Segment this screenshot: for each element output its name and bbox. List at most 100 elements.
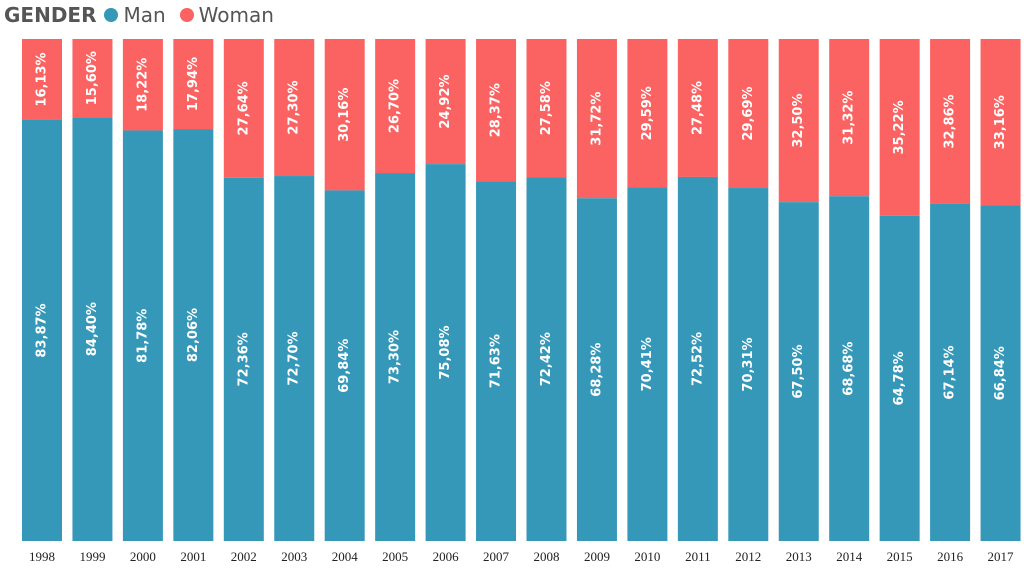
label-man-2004: 69,84% xyxy=(337,339,352,393)
legend-woman-label: Woman xyxy=(198,3,274,27)
bar-man-1998[interactable] xyxy=(22,119,62,542)
label-woman-2005: 26,70% xyxy=(388,79,403,133)
label-woman-2013: 32,50% xyxy=(791,93,806,147)
label-woman-2003: 27,30% xyxy=(287,80,302,134)
label-woman-2016: 32,86% xyxy=(943,94,958,148)
bar-man-2010[interactable] xyxy=(627,187,668,541)
label-woman-2008: 27,58% xyxy=(539,81,554,135)
x-tick-2009: 2009 xyxy=(584,549,610,564)
label-man-2016: 67,14% xyxy=(943,345,958,399)
label-woman-2000: 18,22% xyxy=(135,58,150,112)
legend-item-man[interactable]: Man xyxy=(104,3,166,27)
label-man-2015: 64,78% xyxy=(892,351,907,405)
bar-woman-2007[interactable] xyxy=(476,39,517,182)
x-tick-2002: 2002 xyxy=(231,549,257,564)
bar-woman-1999[interactable] xyxy=(72,39,113,118)
chart-legend: GENDER Man Woman xyxy=(4,0,288,30)
x-tick-1999: 1999 xyxy=(79,549,105,564)
label-woman-1998: 16,13% xyxy=(35,52,50,106)
bar-man-2017[interactable] xyxy=(980,205,1021,541)
label-man-2012: 70,31% xyxy=(741,337,756,391)
bar-man-2012[interactable] xyxy=(728,188,769,541)
bar-woman-2004[interactable] xyxy=(324,39,365,191)
label-woman-2011: 27,48% xyxy=(690,81,705,135)
label-man-2017: 66,84% xyxy=(993,346,1008,400)
label-man-2006: 75,08% xyxy=(438,325,453,379)
label-woman-2006: 24,92% xyxy=(438,74,453,128)
label-man-2011: 72,52% xyxy=(690,332,705,386)
bar-man-2001[interactable] xyxy=(173,129,214,541)
bar-woman-1998[interactable] xyxy=(22,39,62,120)
label-woman-2007: 28,37% xyxy=(489,83,504,137)
bar-woman-2017[interactable] xyxy=(980,39,1021,206)
bar-man-2002[interactable] xyxy=(223,177,264,541)
bar-man-2000[interactable] xyxy=(122,130,163,541)
bar-woman-2003[interactable] xyxy=(274,39,315,177)
x-tick-2016: 2016 xyxy=(937,549,964,564)
bar-woman-2009[interactable] xyxy=(576,39,617,199)
x-tick-2003: 2003 xyxy=(281,549,307,564)
bar-woman-2000[interactable] xyxy=(122,39,163,131)
bar-man-2007[interactable] xyxy=(476,181,517,541)
bar-man-1999[interactable] xyxy=(72,117,113,541)
bar-man-2005[interactable] xyxy=(375,173,416,541)
x-tick-2013: 2013 xyxy=(786,549,812,564)
bar-man-2011[interactable] xyxy=(677,176,718,542)
label-woman-2014: 31,32% xyxy=(842,91,857,145)
bar-man-2006[interactable] xyxy=(425,164,466,542)
label-man-2000: 81,78% xyxy=(135,309,150,363)
bar-woman-2010[interactable] xyxy=(627,39,668,188)
x-tick-2017: 2017 xyxy=(988,549,1015,564)
bar-woman-2015[interactable] xyxy=(879,39,920,216)
label-man-2003: 72,70% xyxy=(287,331,302,385)
label-woman-2009: 31,72% xyxy=(589,92,604,146)
label-woman-2017: 33,16% xyxy=(993,95,1008,149)
bar-man-2015[interactable] xyxy=(879,215,920,542)
label-man-2013: 67,50% xyxy=(791,344,806,398)
label-man-2009: 68,28% xyxy=(589,343,604,397)
x-tick-2005: 2005 xyxy=(382,549,408,564)
label-woman-2001: 17,94% xyxy=(186,57,201,111)
bar-woman-2006[interactable] xyxy=(425,39,466,165)
bar-man-2016[interactable] xyxy=(930,203,971,541)
label-man-2007: 71,63% xyxy=(489,334,504,388)
label-man-2002: 72,36% xyxy=(236,332,251,386)
label-woman-2004: 30,16% xyxy=(337,88,352,142)
label-man-2001: 82,06% xyxy=(186,308,201,362)
label-woman-1999: 15,60% xyxy=(85,51,100,105)
bar-man-2004[interactable] xyxy=(324,190,365,541)
bar-woman-2013[interactable] xyxy=(778,39,819,203)
x-tick-2008: 2008 xyxy=(534,549,560,564)
x-tick-2014: 2014 xyxy=(836,549,863,564)
bar-woman-2005[interactable] xyxy=(375,39,416,174)
bar-man-2008[interactable] xyxy=(526,177,567,541)
legend-title: GENDER xyxy=(4,3,97,27)
label-man-2008: 72,42% xyxy=(539,332,554,386)
legend-man-dot-icon xyxy=(104,8,119,22)
label-woman-2002: 27,64% xyxy=(236,81,251,135)
legend-woman-dot-icon xyxy=(179,8,194,22)
x-tick-1998: 1998 xyxy=(29,549,55,564)
label-woman-2010: 29,59% xyxy=(640,86,655,140)
bar-woman-2016[interactable] xyxy=(930,39,971,204)
bar-man-2009[interactable] xyxy=(576,198,617,541)
label-woman-2015: 35,22% xyxy=(892,100,907,154)
bar-man-2014[interactable] xyxy=(829,196,870,542)
bar-man-2003[interactable] xyxy=(274,176,315,541)
label-man-2010: 70,41% xyxy=(640,337,655,391)
bar-woman-2012[interactable] xyxy=(728,39,769,189)
bar-woman-2002[interactable] xyxy=(223,39,264,178)
bar-man-2013[interactable] xyxy=(778,202,819,541)
label-man-2014: 68,68% xyxy=(842,342,857,396)
label-man-2005: 73,30% xyxy=(388,330,403,384)
bar-woman-2011[interactable] xyxy=(677,39,718,177)
x-tick-2011: 2011 xyxy=(685,549,711,564)
x-tick-2004: 2004 xyxy=(332,549,359,564)
x-tick-2000: 2000 xyxy=(130,549,156,564)
bar-woman-2014[interactable] xyxy=(829,39,870,197)
legend-item-woman[interactable]: Woman xyxy=(179,3,274,27)
bar-woman-2001[interactable] xyxy=(173,39,214,130)
label-woman-2012: 29,69% xyxy=(741,86,756,140)
bar-woman-2008[interactable] xyxy=(526,39,567,178)
